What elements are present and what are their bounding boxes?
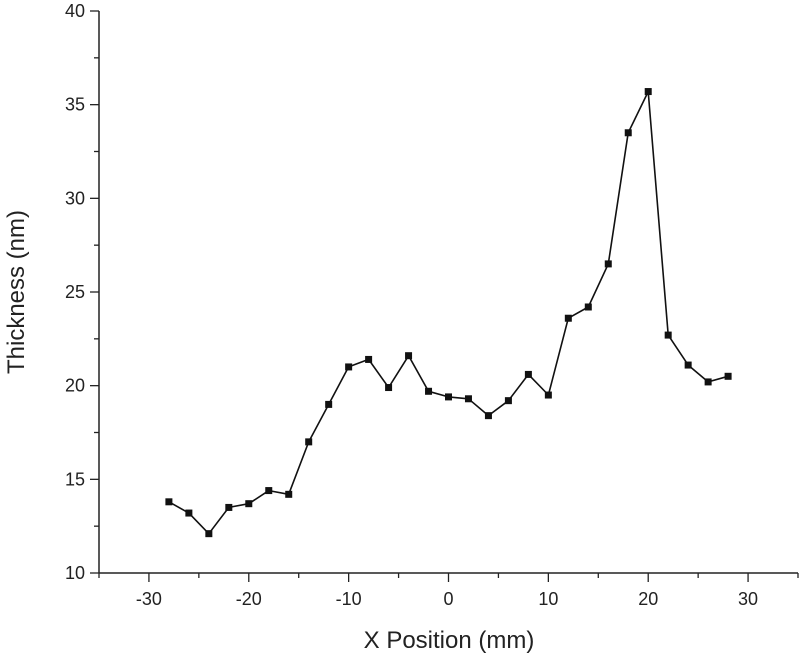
data-point	[524, 370, 532, 378]
data-point	[684, 361, 692, 369]
data-point	[544, 391, 552, 399]
data-point	[624, 129, 632, 137]
data-point	[185, 509, 193, 517]
data-point	[564, 314, 572, 322]
data-point	[205, 530, 213, 538]
series-thickness	[165, 88, 732, 538]
data-point	[305, 438, 313, 446]
y-tick-label: 25	[65, 282, 85, 302]
y-tick-label: 35	[65, 95, 85, 115]
y-tick-label: 30	[65, 188, 85, 208]
x-tick-label: -10	[336, 589, 362, 609]
data-point	[325, 400, 333, 408]
data-point	[504, 397, 512, 405]
data-point	[484, 412, 492, 420]
data-point	[584, 303, 592, 311]
y-tick-label: 40	[65, 1, 85, 21]
data-point	[385, 384, 393, 392]
data-point	[604, 260, 612, 268]
data-point	[365, 355, 373, 363]
axes: -30 -20 -10 0 10 20 30 10 15 20 25 30 35 40	[65, 1, 799, 609]
x-tick-label: 30	[738, 589, 758, 609]
y-axis-title: Thickness (nm)	[3, 210, 30, 374]
y-tick-label: 15	[65, 469, 85, 489]
data-point	[664, 331, 672, 339]
y-tick-label: 20	[65, 376, 85, 396]
data-point	[245, 500, 253, 508]
data-point	[724, 372, 732, 380]
data-point	[704, 378, 712, 386]
data-point	[285, 490, 293, 498]
x-axis-title: X Position (mm)	[364, 627, 535, 654]
data-point	[345, 363, 353, 371]
data-point	[445, 393, 452, 401]
series-line	[168, 90, 729, 535]
x-tick-label: 20	[638, 589, 658, 609]
data-point	[165, 498, 173, 506]
data-point	[425, 387, 433, 395]
data-point	[644, 88, 652, 96]
x-tick-label: -20	[236, 589, 262, 609]
data-point	[225, 503, 233, 511]
x-tick-label: 10	[538, 589, 558, 609]
y-tick-label: 10	[65, 563, 85, 583]
x-tick-label: 0	[443, 589, 453, 609]
data-point	[265, 487, 273, 495]
data-point	[464, 395, 472, 403]
data-point	[405, 352, 413, 360]
x-tick-label: -30	[136, 589, 162, 609]
